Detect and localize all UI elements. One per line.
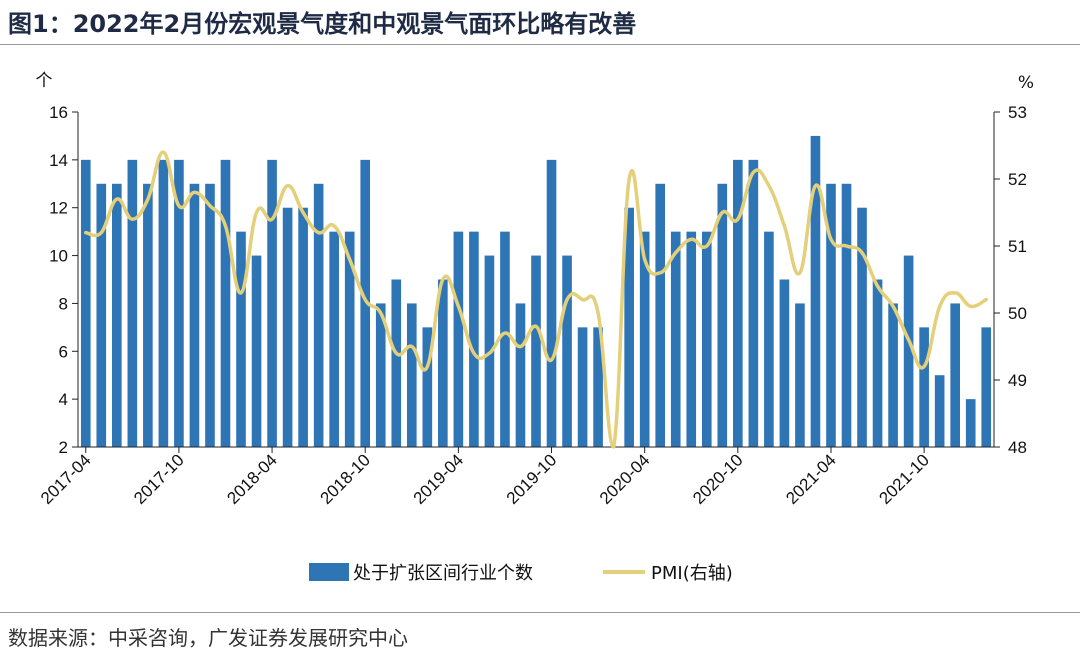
- bar: [531, 255, 541, 447]
- bar: [329, 231, 339, 447]
- right-tick-label: 50: [1008, 304, 1027, 323]
- bar: [453, 231, 464, 447]
- bar: [546, 159, 557, 447]
- x-tick-label: 2020-10: [689, 450, 747, 508]
- left-tick-label: 4: [59, 390, 68, 409]
- bar: [298, 207, 308, 447]
- combo-chart: 2 4 6 8 10 12 14 16 48 49 50 51 52 53 个 % 2017-04 2017-10…: [36, 71, 1035, 584]
- bar: [779, 279, 790, 447]
- bar: [469, 231, 479, 447]
- right-tick-label: 49: [1008, 371, 1027, 390]
- bar: [375, 303, 386, 447]
- legend-label-line: PMI(右轴): [651, 563, 733, 584]
- bar: [810, 135, 821, 447]
- bar: [670, 231, 681, 447]
- bar: [795, 303, 805, 447]
- left-tick-label: 14: [49, 151, 68, 170]
- bar: [267, 159, 277, 447]
- bar: [158, 159, 169, 447]
- bar: [826, 183, 836, 448]
- bar: [205, 183, 215, 448]
- bar: [313, 183, 324, 448]
- x-tick-label: 2019-04: [410, 450, 468, 508]
- bar: [872, 279, 883, 447]
- x-tick-label: 2017-04: [37, 450, 95, 508]
- left-axis-unit: 个: [36, 71, 53, 91]
- bar: [686, 231, 697, 447]
- bar: [888, 303, 898, 447]
- bar: [96, 183, 107, 448]
- x-tick-label: 2018-10: [316, 450, 374, 508]
- bar: [391, 279, 402, 447]
- bar: [251, 255, 262, 447]
- left-tick-label: 6: [59, 342, 68, 361]
- bar: [112, 183, 122, 448]
- bar: [174, 159, 184, 447]
- left-tick-label: 10: [49, 247, 68, 266]
- x-tick-label: 2019-10: [503, 450, 561, 508]
- bar: [841, 183, 852, 448]
- x-tick-label: 2021-10: [875, 450, 933, 508]
- bar: [981, 327, 992, 447]
- right-tick-label: 52: [1008, 170, 1027, 189]
- left-tick-label: 12: [49, 199, 68, 218]
- bar: [965, 399, 976, 447]
- bar: [577, 327, 588, 447]
- left-tick-label: 2: [59, 438, 68, 457]
- right-tick-label: 53: [1008, 103, 1027, 122]
- bar: [143, 183, 153, 448]
- bar: [903, 255, 914, 447]
- bar: [220, 159, 231, 447]
- right-tick-label: 51: [1008, 237, 1027, 256]
- legend-swatch-bars: [309, 563, 349, 581]
- right-tick-label: 48: [1008, 438, 1027, 457]
- x-tick-label: 2020-04: [596, 450, 654, 508]
- bar: [717, 183, 728, 448]
- right-axis-unit: %: [1018, 73, 1034, 93]
- bar: [857, 207, 867, 447]
- source-note: 数据来源：中采咨询，广发证券发展研究中心: [8, 626, 408, 650]
- bar: [127, 159, 138, 447]
- bar: [515, 303, 526, 447]
- bar: [438, 279, 448, 447]
- x-tick-label: 2018-04: [223, 450, 281, 508]
- bar: [500, 231, 510, 447]
- bar: [422, 327, 433, 447]
- bar: [406, 303, 417, 447]
- title-divider: [0, 44, 1080, 45]
- bar: [639, 231, 650, 447]
- bar: [344, 231, 355, 447]
- x-tick-label: 2021-04: [782, 450, 840, 508]
- bar: [764, 231, 774, 447]
- bar: [360, 159, 371, 447]
- bar: [593, 327, 603, 447]
- bar: [934, 375, 945, 447]
- bar: [748, 159, 759, 447]
- bar: [562, 255, 572, 447]
- bar: [189, 183, 200, 448]
- legend-label-bars: 处于扩张区间行业个数: [353, 563, 533, 584]
- bar: [624, 207, 634, 447]
- left-tick-label: 8: [59, 294, 68, 313]
- bar: [733, 159, 743, 447]
- figure-title: 图1：2022年2月份宏观景气度和中观景气面环比略有改善: [8, 10, 637, 38]
- bar: [950, 303, 960, 447]
- source-divider: [0, 612, 1080, 613]
- bar: [282, 207, 293, 447]
- bar: [80, 159, 91, 447]
- bar: [701, 231, 712, 447]
- bar: [919, 327, 929, 447]
- x-tick-label: 2017-10: [130, 450, 188, 508]
- bar: [655, 183, 666, 448]
- bar: [236, 231, 246, 447]
- left-tick-label: 16: [49, 103, 68, 122]
